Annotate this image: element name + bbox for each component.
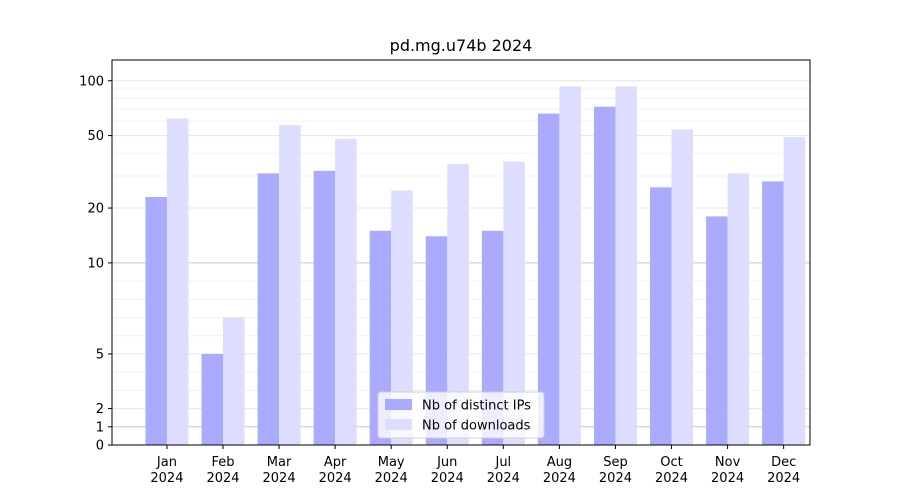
x-tick-month: Mar xyxy=(267,455,292,470)
bar-ips-aug xyxy=(537,113,560,446)
x-tick-month: May xyxy=(378,455,405,470)
bar-ips-jul xyxy=(481,230,504,445)
x-tick-year: 2024 xyxy=(767,471,800,486)
x-tick-label: Mar 2024 xyxy=(263,455,296,486)
x-tick-month: Jul xyxy=(494,455,511,470)
bar-downloads-jan xyxy=(166,118,189,445)
x-tick-month: Sep xyxy=(603,455,628,470)
legend: Nb of distinct IPs Nb of downloads xyxy=(377,391,545,439)
x-tick-month: Feb xyxy=(211,455,234,470)
x-tick-year: 2024 xyxy=(487,471,520,486)
bars xyxy=(145,86,806,446)
x-tick-year: 2024 xyxy=(543,471,576,486)
y-tick-label: 5 xyxy=(96,347,104,362)
bar-ips-mar xyxy=(257,173,280,445)
legend-box xyxy=(377,391,545,439)
legend-label: Nb of distinct IPs xyxy=(422,399,531,414)
chart-title: pd.mg.u74b 2024 xyxy=(390,36,533,55)
bar-downloads-mar xyxy=(279,125,301,446)
y-tick-label: 50 xyxy=(87,129,104,144)
x-tick-year: 2024 xyxy=(599,471,632,486)
x-tick-label: Feb 2024 xyxy=(206,455,239,486)
x-tick-month: Jun xyxy=(436,455,457,470)
x-tick-month: Dec xyxy=(771,455,796,470)
x-tick-month: Nov xyxy=(715,455,741,470)
bar-ips-feb xyxy=(201,353,224,445)
bar-downloads-sep xyxy=(615,86,637,445)
legend-swatch xyxy=(385,399,412,410)
bar-downloads-jul xyxy=(503,161,525,446)
y-tick-label: 2 xyxy=(96,402,104,417)
x-tick-month: Apr xyxy=(324,455,347,470)
bar-downloads-nov xyxy=(727,173,750,445)
x-tick-year: 2024 xyxy=(375,471,408,486)
x-tick-label: Jul 2024 xyxy=(487,455,520,486)
bar-downloads-jun xyxy=(447,163,469,445)
x-tick-label: May 2024 xyxy=(375,455,408,486)
bar-ips-apr xyxy=(313,170,336,446)
x-tick-year: 2024 xyxy=(263,471,296,486)
bar-ips-nov xyxy=(706,216,728,445)
bar-ips-dec xyxy=(762,181,784,445)
x-tick-label: Nov 2024 xyxy=(711,455,744,486)
x-tick-year: 2024 xyxy=(206,471,239,486)
y-tick-label: 0 xyxy=(96,439,104,454)
bar-downloads-dec xyxy=(783,137,806,445)
x-tick-label: Sep 2024 xyxy=(599,455,632,486)
bar-ips-sep xyxy=(593,106,616,445)
y-tick-label: 1 xyxy=(96,420,104,435)
x-tick-year: 2024 xyxy=(431,471,464,486)
bar-ips-oct xyxy=(650,187,672,446)
bar-downloads-oct xyxy=(671,129,694,445)
bar-downloads-feb xyxy=(223,317,245,445)
y-tick-label: 100 xyxy=(79,74,104,89)
x-tick-year: 2024 xyxy=(711,471,744,486)
y-tick-label: 20 xyxy=(87,202,104,217)
x-tick-month: Jan xyxy=(156,455,177,470)
x-tick-year: 2024 xyxy=(655,471,688,486)
y-tick-label: 10 xyxy=(87,256,104,271)
legend-swatch xyxy=(385,419,412,430)
x-tick-label: Aug 2024 xyxy=(543,455,576,486)
bar-ips-jan xyxy=(145,196,167,445)
x-tick-label: Oct 2024 xyxy=(655,455,688,486)
x-tick-label: Dec 2024 xyxy=(767,455,800,486)
bar-downloads-aug xyxy=(559,86,581,445)
x-tick-label: Jun 2024 xyxy=(431,455,464,486)
plot-frame xyxy=(111,59,811,446)
bar-downloads-apr xyxy=(335,138,357,445)
x-tick-month: Aug xyxy=(547,455,572,470)
bar-ips-may xyxy=(369,230,392,445)
legend-label: Nb of downloads xyxy=(422,419,531,434)
x-tick-label: Jan 2024 xyxy=(150,455,183,486)
x-tick-year: 2024 xyxy=(319,471,352,486)
x-tick-label: Apr 2024 xyxy=(319,455,352,486)
x-tick-month: Oct xyxy=(660,455,682,470)
bar-downloads-may xyxy=(391,190,413,445)
x-tick-year: 2024 xyxy=(150,471,183,486)
